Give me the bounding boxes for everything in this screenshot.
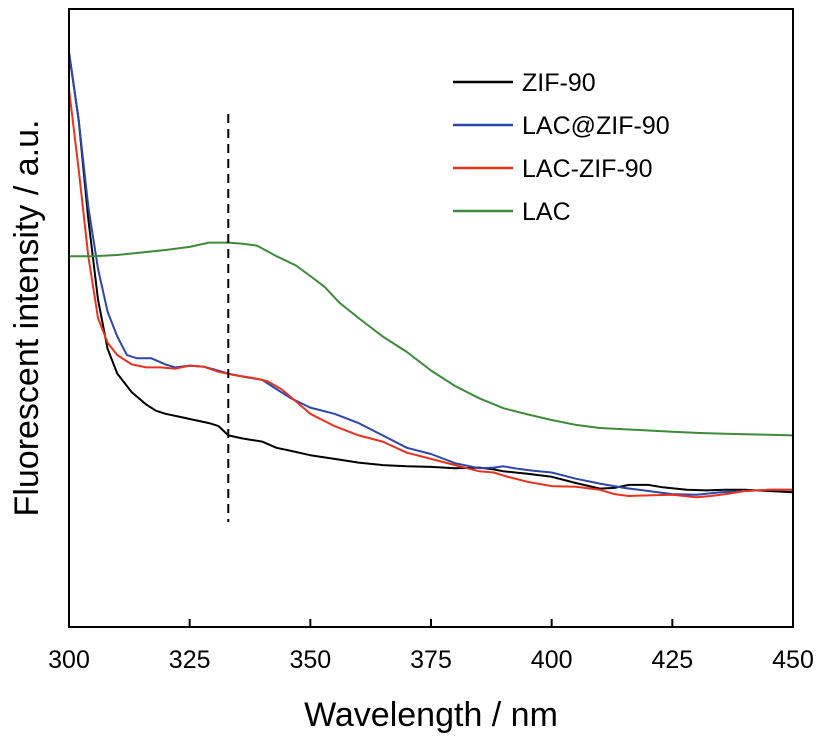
- x-tick-label: 325: [169, 646, 211, 674]
- legend-label-3: LAC: [522, 198, 571, 226]
- x-tick-label: 425: [651, 646, 693, 674]
- plot-content: [68, 52, 794, 522]
- x-tick-label: 450: [772, 646, 814, 674]
- x-axis-ticks: 300 325 350 375 400 425 450: [48, 619, 814, 674]
- legend-label-0: ZIF-90: [522, 69, 596, 97]
- legend: ZIF-90 LAC@ZIF-90 LAC-ZIF-90 LAC: [453, 69, 670, 226]
- x-tick-label: 375: [410, 646, 452, 674]
- x-tick-label: 350: [289, 646, 331, 674]
- series-line-1: [68, 52, 793, 496]
- x-tick-label: 300: [48, 646, 90, 674]
- series-line-0: [68, 52, 794, 494]
- x-tick-label: 400: [531, 646, 573, 674]
- x-axis-title: Wavelength / nm: [304, 696, 558, 734]
- series-line-3: [69, 241, 794, 437]
- legend-label-2: LAC-ZIF-90: [522, 155, 653, 183]
- plot-frame: [68, 8, 794, 628]
- y-axis-title: Fluorescent intensity / a.u.: [8, 120, 46, 517]
- legend-label-1: LAC@ZIF-90: [522, 112, 670, 140]
- series-line-2: [68, 89, 793, 499]
